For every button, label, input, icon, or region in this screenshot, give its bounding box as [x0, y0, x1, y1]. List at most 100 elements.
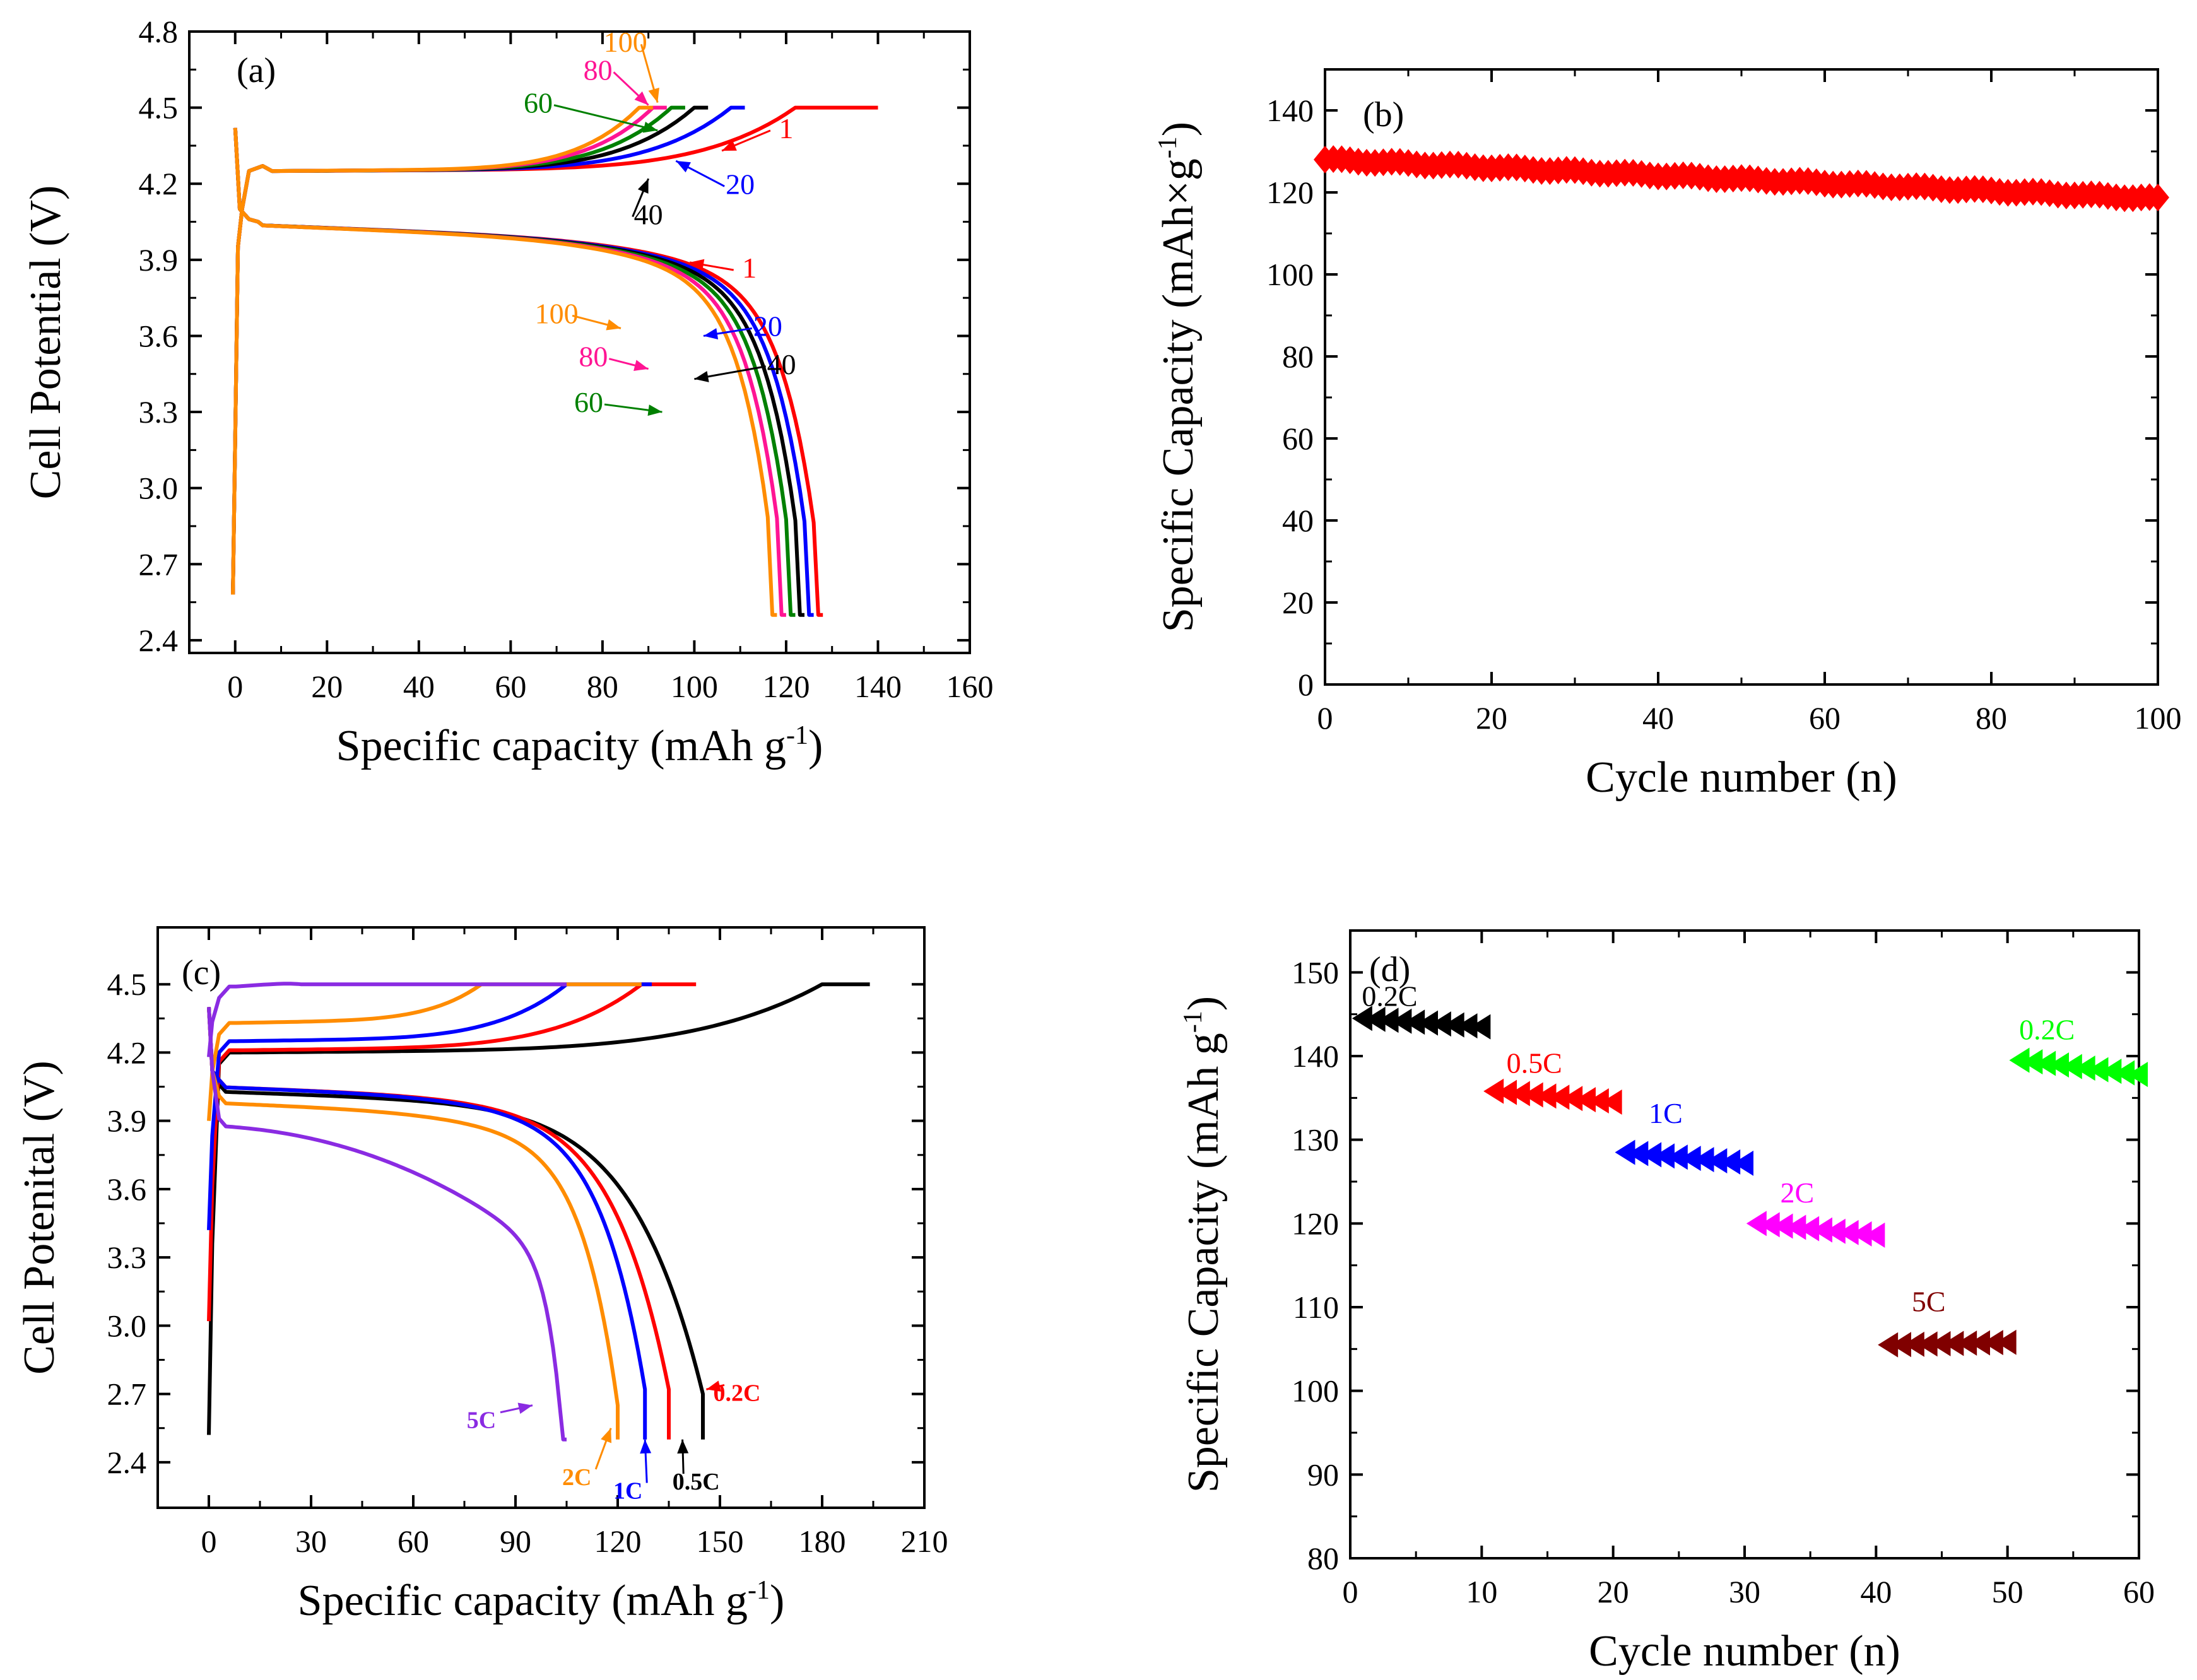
rate-point-0.2C — [1405, 1009, 1425, 1035]
arrow-head — [633, 360, 649, 371]
x-tick-label: 80 — [587, 669, 618, 704]
y-axis-label: Cell Potential (V) — [21, 185, 70, 500]
x-tick-label: 160 — [946, 669, 994, 704]
rate-point-2C — [1812, 1217, 1832, 1243]
y-axis-label: Cell Potenital (V) — [15, 1060, 64, 1375]
plot-frame — [156, 926, 926, 1509]
y-tick-label: 3.9 — [139, 242, 179, 278]
x-tick-label: 100 — [671, 669, 718, 704]
y-tick-label: 90 — [1307, 1457, 1339, 1492]
rate-annotation-1C: 1C — [613, 1478, 642, 1505]
y-axis-label: Specific Capacity (mAh×g-1) — [1153, 122, 1203, 632]
y-tick-label: 120 — [1266, 175, 1314, 210]
y-tick-label: 4.5 — [139, 90, 179, 126]
y-tick-label: 4.2 — [107, 1035, 147, 1070]
arrow-head — [640, 1439, 652, 1454]
y-tick-label: 3.9 — [107, 1103, 147, 1139]
rate-point-0.5C — [1497, 1079, 1517, 1105]
rate-point-0.2C — [1457, 1013, 1478, 1039]
y-tick-label: 3.3 — [139, 394, 179, 430]
annotation-arrow — [553, 104, 658, 132]
x-tick-label: 140 — [854, 669, 902, 704]
arrow-head — [642, 121, 658, 133]
cycle-annotation-40: 40 — [767, 348, 796, 380]
cycle-annotation-60: 60 — [524, 87, 553, 119]
y-tick-label: 4.5 — [107, 966, 147, 1002]
rate-point-5C — [1904, 1331, 1924, 1357]
rate-point-0.2C — [2088, 1057, 2109, 1083]
x-tick-label: 180 — [799, 1524, 846, 1559]
rate-point-2C — [1786, 1214, 1806, 1240]
rate-point-0.2C — [2101, 1059, 2122, 1084]
x-tick-label: 30 — [1729, 1574, 1760, 1609]
charge-curve-cycle-40 — [231, 105, 709, 595]
rate-point-2C — [1799, 1216, 1820, 1242]
discharge-curve-cycle-60 — [233, 127, 796, 617]
x-axis-label: Specific capacity (mAh g-1) — [298, 1576, 785, 1625]
rate-label-1C: 1C — [1649, 1097, 1683, 1129]
y-tick-label: 2.7 — [107, 1377, 147, 1412]
panel-label: (a) — [237, 51, 276, 90]
x-tick-label: 60 — [2123, 1574, 2155, 1609]
charge-curve-0.5C — [207, 982, 697, 1322]
x-tick-label: 40 — [1860, 1574, 1892, 1609]
rate-point-0.2C — [2009, 1047, 2030, 1073]
rate-point-0.5C — [1562, 1086, 1583, 1112]
y-tick-label: 3.0 — [139, 471, 179, 506]
rate-point-2C — [1746, 1211, 1767, 1237]
rate-point-2C — [1759, 1212, 1780, 1238]
charge-curve-cycle-60 — [231, 105, 685, 595]
x-tick-label: 0 — [1317, 700, 1333, 736]
panel-c: 0 30 60 90 120 150 180 210 2.4 2.7 3.0 3.3 3.6 3.9 4.2… — [15, 926, 948, 1625]
x-tick-label: 20 — [1476, 700, 1507, 736]
x-tick-label: 40 — [1642, 700, 1674, 736]
rate-point-5C — [1930, 1330, 1951, 1356]
rate-point-0.2C — [1430, 1011, 1451, 1037]
cycle-annotation-20: 20 — [753, 310, 782, 342]
rate-label-0.5C: 0.5C — [1507, 1047, 1562, 1079]
rate-point-5C — [1891, 1332, 1911, 1358]
rate-point-1C — [1720, 1149, 1741, 1175]
y-tick-label: 3.0 — [107, 1308, 147, 1343]
x-tick-label: 20 — [1598, 1574, 1629, 1609]
rate-point-0.5C — [1509, 1081, 1530, 1107]
x-tick-label: 0 — [227, 669, 243, 704]
x-tick-label: 150 — [697, 1524, 744, 1559]
rate-point-0.5C — [1588, 1088, 1609, 1114]
rate-point-0.5C — [1523, 1082, 1543, 1108]
discharge-curve-5C — [207, 1007, 567, 1442]
discharge-curve-0.2C — [207, 1007, 705, 1440]
discharge-curve-cycle-20 — [233, 127, 814, 617]
discharge-curve-cycle-100 — [233, 127, 777, 617]
y-tick-label: 3.3 — [107, 1240, 147, 1275]
panel-label: (b) — [1363, 95, 1404, 134]
discharge-curve-1C — [207, 1007, 647, 1440]
x-axis-label: Cycle number (n) — [1589, 1627, 1900, 1676]
rate-point-0.2C — [1391, 1008, 1412, 1034]
x-tick-label: 20 — [311, 669, 343, 704]
rate-point-0.2C — [2049, 1052, 2069, 1078]
rate-point-0.5C — [1483, 1078, 1504, 1104]
x-tick-label: 60 — [1809, 700, 1841, 736]
rate-label-0.2C: 0.2C — [1362, 980, 1417, 1012]
y-tick-label: 150 — [1292, 955, 1339, 990]
x-tick-label: 210 — [901, 1524, 948, 1559]
rate-point-0.5C — [1549, 1084, 1570, 1110]
rate-point-1C — [1641, 1142, 1662, 1168]
rate-point-0.2C — [1378, 1007, 1399, 1033]
panel-a: 0 20 40 60 80 100 120 140 1602.42.73.03.33.63.94… — [21, 14, 994, 770]
y-tick-label: 120 — [1292, 1206, 1339, 1241]
arrow-head — [517, 1402, 533, 1414]
rate-label-0.2C: 0.2C — [2019, 1013, 2075, 1045]
cycle-annotation-80: 80 — [579, 341, 608, 373]
charge-curve-2C — [207, 982, 642, 1121]
arrow-head — [634, 91, 649, 105]
rate-point-0.5C — [1536, 1083, 1557, 1109]
x-tick-label: 120 — [762, 669, 810, 704]
rate-point-2C — [1825, 1218, 1846, 1244]
x-tick-label: 80 — [1976, 700, 2007, 736]
arrow-head — [676, 161, 691, 173]
y-tick-label: 3.6 — [139, 318, 179, 353]
y-axis-label: Specific Capacity (mAh g-1) — [1179, 996, 1228, 1493]
